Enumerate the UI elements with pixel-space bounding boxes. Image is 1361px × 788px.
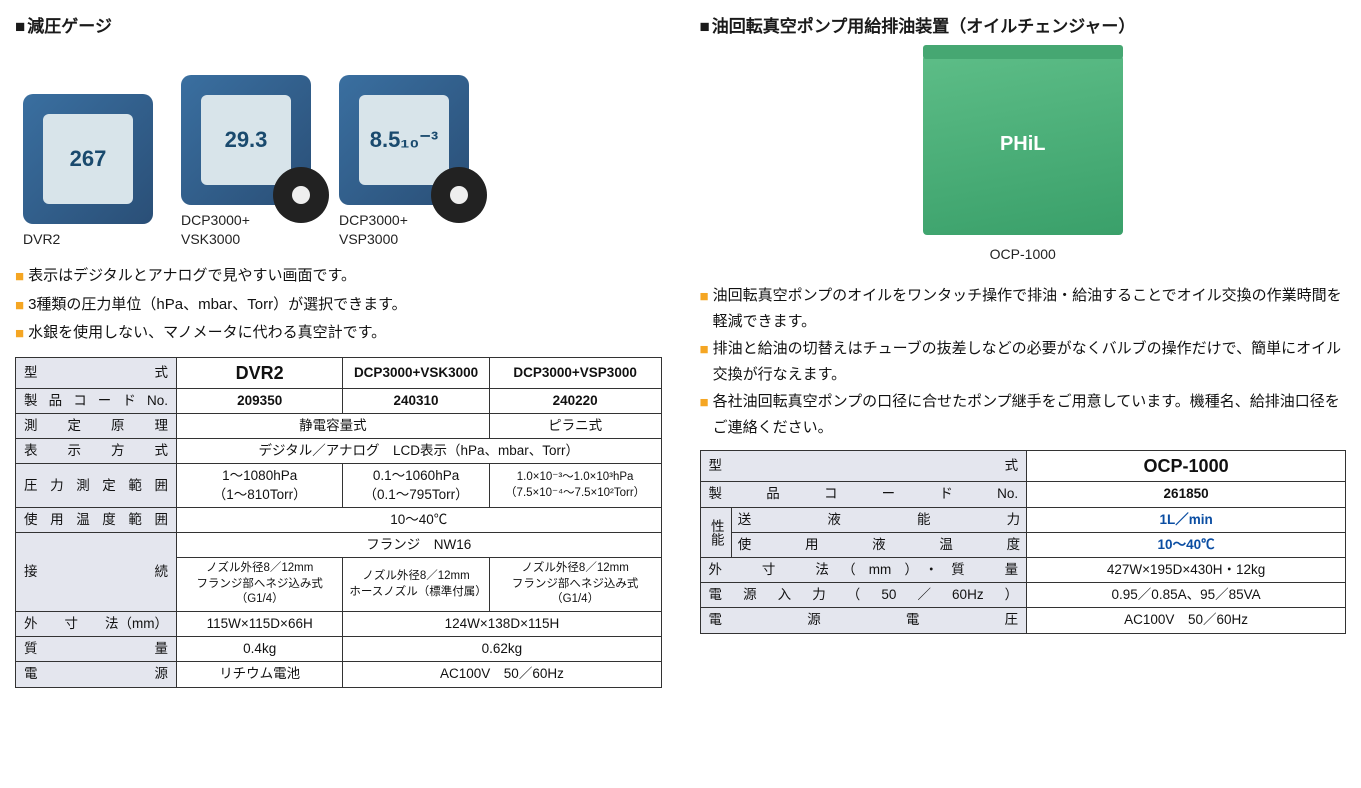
cell: AC100V 50／60Hz — [343, 662, 661, 687]
cell: 10～40℃ — [1027, 532, 1346, 557]
cell: 209350 — [177, 388, 343, 413]
cell: 427W×195D×430H・12kg — [1027, 557, 1346, 582]
row-header: 電源入力（50／60Hz） — [700, 583, 1027, 608]
left-column: 減圧ゲージ 267 DVR2 29.3 DCP3000+ VSK3000 8.5… — [15, 12, 662, 688]
feature-item: 表示はデジタルとアナログで見やすい画面です。 — [15, 263, 662, 290]
device-illustration: 267 — [23, 94, 153, 224]
row-header: 表 示 方 式 — [16, 439, 177, 464]
cell: 1L／min — [1027, 507, 1346, 532]
row-header: 型 式 — [16, 357, 177, 388]
device-brand: PHiL — [1000, 133, 1046, 156]
right-column: 油回転真空ポンプ用給排油装置（オイルチェンジャー） PHiL OCP-1000 … — [700, 12, 1347, 688]
feature-item: 油回転真空ポンプのオイルをワンタッチ操作で排油・給油することでオイル交換の作業時… — [700, 283, 1347, 334]
feature-item: 3種類の圧力単位（hPa、mbar、Torr）が選択できます。 — [15, 292, 662, 319]
row-header: 質 量 — [16, 637, 177, 662]
cell: 0.1～1060hPa （0.1～795Torr） — [343, 464, 489, 507]
page-columns: 減圧ゲージ 267 DVR2 29.3 DCP3000+ VSK3000 8.5… — [15, 12, 1346, 688]
product-image-dcp-vsp: 8.5₁₀⁻³ DCP3000+ VSP3000 — [339, 75, 469, 249]
cell: ノズル外径8／12mm フランジ部へネジ込み式（G1/4） — [177, 558, 343, 612]
cell: 240310 — [343, 388, 489, 413]
right-section-title: 油回転真空ポンプ用給排油装置（オイルチェンジャー） — [700, 12, 1347, 37]
cell: リチウム電池 — [177, 662, 343, 687]
left-spec-table: 型 式 DVR2 DCP3000+VSK3000 DCP3000+VSP3000… — [15, 357, 662, 688]
cell: 静電容量式 — [177, 414, 490, 439]
product-caption: DCP3000+ VSP3000 — [339, 211, 408, 249]
cell: 1～1080hPa （1～810Torr） — [177, 464, 343, 507]
cell: フランジ NW16 — [177, 533, 662, 558]
row-header-vertical: 性能 — [700, 507, 731, 557]
right-product-image: PHiL OCP-1000 — [700, 49, 1347, 269]
row-header: 型 式 — [700, 451, 1027, 482]
row-header: 圧 力 測 定 範 囲 — [16, 464, 177, 507]
col-header: DVR2 — [177, 357, 343, 388]
feature-item: 水銀を使用しない、マノメータに代わる真空計です。 — [15, 320, 662, 347]
row-header: 製 品 コ ー ド No. — [700, 482, 1027, 507]
cell: ノズル外径8／12mm フランジ部へネジ込み式（G1/4） — [489, 558, 661, 612]
product-caption: DCP3000+ VSK3000 — [181, 211, 250, 249]
product-caption: DVR2 — [23, 230, 60, 249]
device-illustration: PHiL — [923, 55, 1123, 235]
left-feature-list: 表示はデジタルとアナログで見やすい画面です。 3種類の圧力単位（hPa、mbar… — [15, 263, 662, 347]
row-header: 接 続 — [16, 533, 177, 612]
row-header: 製 品 コ ー ド No. — [16, 388, 177, 413]
row-header: 測 定 原 理 — [16, 414, 177, 439]
right-feature-list: 油回転真空ポンプのオイルをワンタッチ操作で排油・給油することでオイル交換の作業時… — [700, 283, 1347, 440]
cell: 124W×138D×115H — [343, 611, 661, 636]
cell: 10～40℃ — [177, 507, 662, 532]
cell: ピラニ式 — [489, 414, 661, 439]
sensor-icon — [431, 167, 487, 223]
cell: AC100V 50／60Hz — [1027, 608, 1346, 633]
row-header: 外 寸 法（mm）・質 量 — [700, 557, 1027, 582]
cell: 115W×115D×66H — [177, 611, 343, 636]
cell: 0.4kg — [177, 637, 343, 662]
cell: OCP-1000 — [1027, 451, 1346, 482]
device-illustration-wrap: 8.5₁₀⁻³ — [339, 75, 469, 205]
sensor-icon — [273, 167, 329, 223]
product-image-dvr2: 267 DVR2 — [23, 94, 153, 249]
row-header: 外 寸 法（mm） — [16, 611, 177, 636]
cell: 261850 — [1027, 482, 1346, 507]
col-header: DCP3000+VSK3000 — [343, 357, 489, 388]
left-section-title: 減圧ゲージ — [15, 12, 662, 37]
right-spec-table: 型 式 OCP-1000 製 品 コ ー ド No. 261850 性能 送 液… — [700, 450, 1347, 634]
device-illustration-wrap: 29.3 — [181, 75, 311, 205]
row-header: 使 用 温 度 範 囲 — [16, 507, 177, 532]
row-header: 送 液 能 力 — [731, 507, 1026, 532]
device-screen: 267 — [43, 114, 133, 204]
row-header: 電 源 — [16, 662, 177, 687]
left-product-images: 267 DVR2 29.3 DCP3000+ VSK3000 8.5₁₀⁻³ D… — [23, 49, 662, 249]
product-caption: OCP-1000 — [990, 245, 1056, 264]
feature-item: 排油と給油の切替えはチューブの抜差しなどの必要がなくバルブの操作だけで、簡単にオ… — [700, 336, 1347, 387]
cell: 1.0×10⁻³～1.0×10³hPa （7.5×10⁻⁴～7.5×10²Tor… — [489, 464, 661, 507]
feature-item: 各社油回転真空ポンプの口径に合せたポンプ継手をご用意しています。機種名、給排油口… — [700, 389, 1347, 440]
product-image-dcp-vsk: 29.3 DCP3000+ VSK3000 — [181, 75, 311, 249]
cell: ノズル外径8／12mm ホースノズル（標準付属） — [343, 558, 489, 612]
cell: デジタル／アナログ LCD表示（hPa、mbar、Torr） — [177, 439, 662, 464]
row-header: 使 用 液 温 度 — [731, 532, 1026, 557]
row-header: 電 源 電 圧 — [700, 608, 1027, 633]
cell: 0.62kg — [343, 637, 661, 662]
cell: 240220 — [489, 388, 661, 413]
col-header: DCP3000+VSP3000 — [489, 357, 661, 388]
cell: 0.95／0.85A、95／85VA — [1027, 583, 1346, 608]
